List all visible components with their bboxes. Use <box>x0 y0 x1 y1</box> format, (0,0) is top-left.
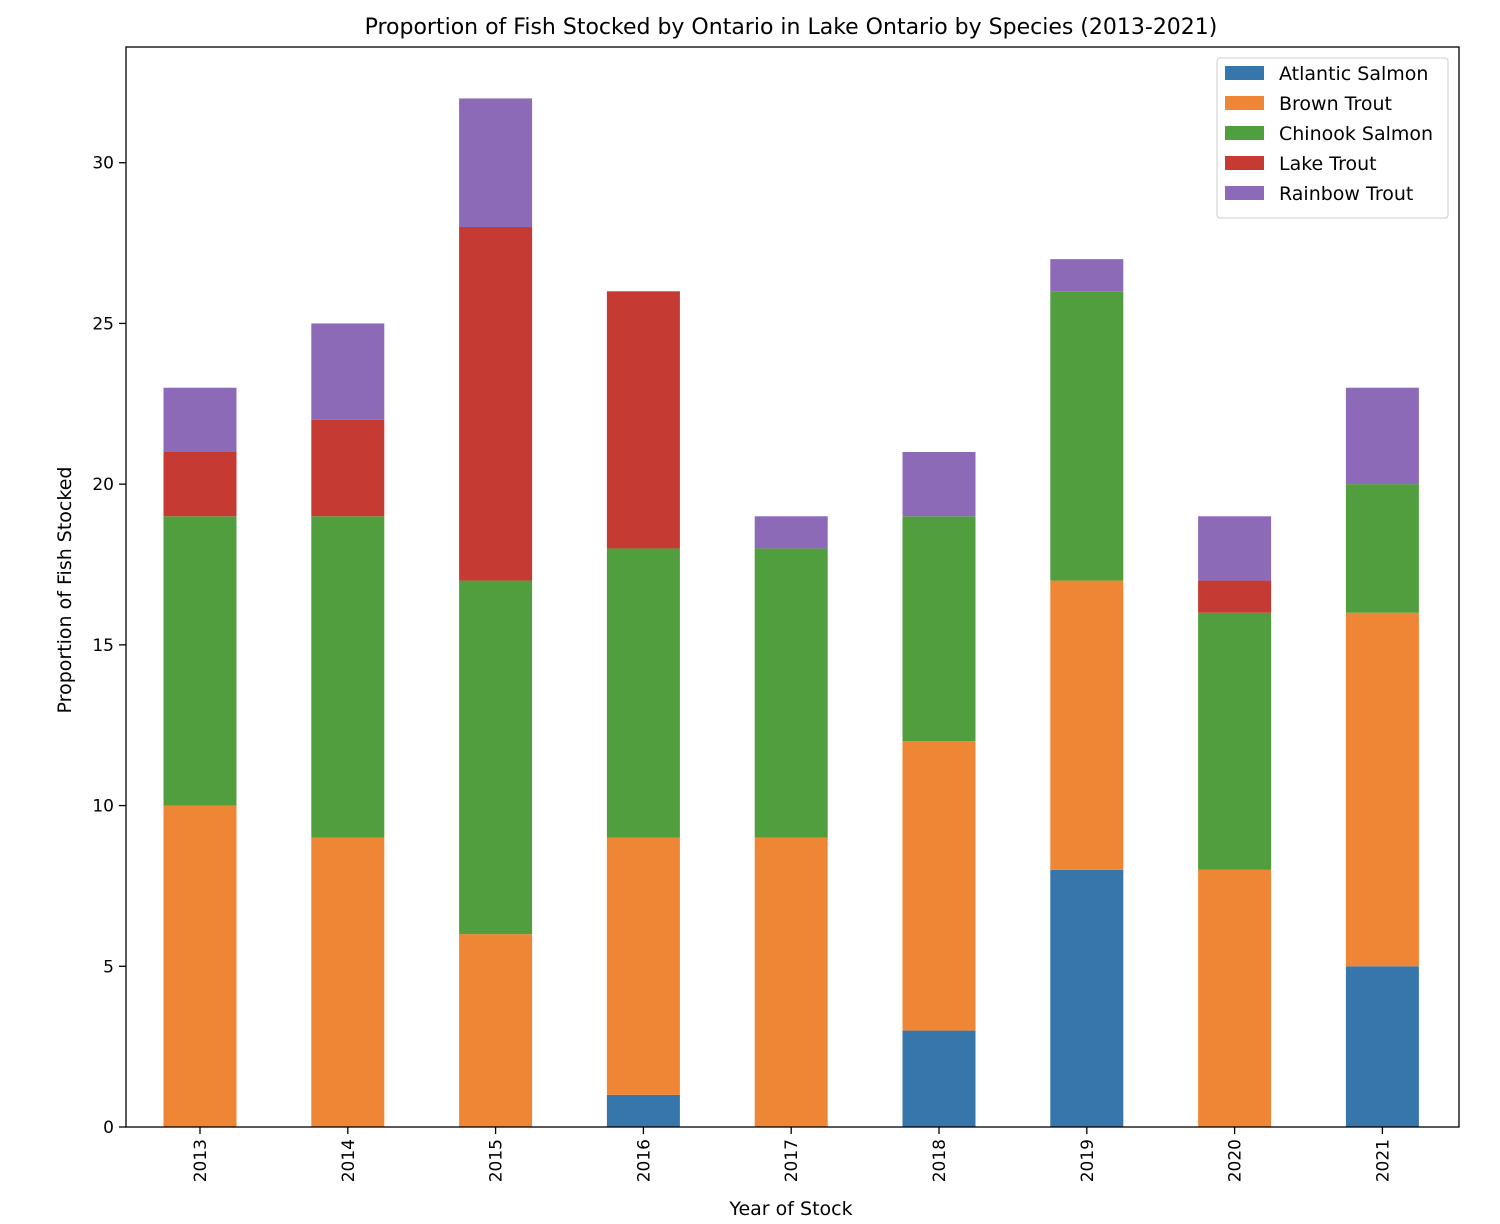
x-axis-label: Year of Stock <box>728 1198 852 1220</box>
x-tick-label: 2013 <box>191 1139 211 1182</box>
y-tick-label: 15 <box>92 636 114 656</box>
x-tick-label: 2019 <box>1078 1139 1098 1182</box>
bar-chinook-salmon-2016 <box>606 548 680 838</box>
legend-label: Lake Trout <box>1279 153 1377 175</box>
y-tick-label: 25 <box>92 314 114 334</box>
bar-lake-trout-2020 <box>1198 580 1272 613</box>
bar-chinook-salmon-2017 <box>754 548 828 838</box>
bar-chinook-salmon-2019 <box>1050 291 1124 581</box>
x-tick-label: 2017 <box>782 1139 802 1182</box>
bar-rainbow-trout-2020 <box>1198 516 1272 581</box>
bar-brown-trout-2018 <box>902 741 976 1031</box>
bar-atlantic-salmon-2021 <box>1345 966 1419 1127</box>
y-tick-label: 10 <box>92 797 114 817</box>
bar-chinook-salmon-2021 <box>1345 484 1419 613</box>
bar-brown-trout-2014 <box>311 837 385 1127</box>
legend-swatch <box>1225 96 1264 110</box>
chart-title: Proportion of Fish Stocked by Ontario in… <box>365 15 1218 40</box>
x-axis: 2013 2014 2015 2016 2017 2018 2019 2020 2021 <box>191 1127 1393 1182</box>
bar-rainbow-trout-2013 <box>163 387 237 452</box>
bar-rainbow-trout-2017 <box>754 516 828 549</box>
legend-swatch <box>1225 156 1264 170</box>
x-tick-label: 2014 <box>339 1139 359 1182</box>
x-tick-label: 2015 <box>487 1139 507 1182</box>
plot-frame <box>125 46 1460 1128</box>
bar-lake-trout-2015 <box>459 227 533 581</box>
bar-rainbow-trout-2019 <box>1050 259 1124 292</box>
bar-rainbow-trout-2018 <box>902 452 976 517</box>
bar-chinook-salmon-2018 <box>902 516 976 742</box>
legend-box <box>1216 57 1449 219</box>
legend-label: Rainbow Trout <box>1279 183 1413 205</box>
bar-chinook-salmon-2013 <box>163 516 237 806</box>
legend-label: Atlantic Salmon <box>1279 63 1428 85</box>
x-tick-label: 2016 <box>634 1139 654 1182</box>
legend: Atlantic Salmon Brown Trout Chinook Salmon… <box>1216 57 1449 219</box>
bar-brown-trout-2021 <box>1345 612 1419 967</box>
bar-brown-trout-2017 <box>754 837 828 1127</box>
bar-atlantic-salmon-2016 <box>606 1094 680 1127</box>
x-tick-label: 2020 <box>1226 1139 1246 1182</box>
y-axis: 0 5 10 15 20 25 30 <box>92 154 126 1138</box>
y-tick-label: 0 <box>103 1118 114 1138</box>
y-tick-label: 20 <box>92 475 114 495</box>
x-tick-label: 2018 <box>930 1139 950 1182</box>
bar-brown-trout-2015 <box>459 934 533 1127</box>
bar-chinook-salmon-2015 <box>459 580 533 935</box>
bar-lake-trout-2013 <box>163 452 237 517</box>
legend-swatch <box>1225 126 1264 140</box>
bar-lake-trout-2016 <box>606 291 680 549</box>
legend-label: Brown Trout <box>1279 93 1392 115</box>
legend-swatch <box>1225 66 1264 80</box>
y-tick-label: 5 <box>103 957 114 977</box>
bar-chinook-salmon-2014 <box>311 516 385 838</box>
bar-brown-trout-2020 <box>1198 869 1272 1127</box>
bar-rainbow-trout-2015 <box>459 98 533 227</box>
bar-lake-trout-2014 <box>311 419 385 517</box>
bars-group <box>163 98 1419 1127</box>
bar-brown-trout-2019 <box>1050 580 1124 870</box>
bar-atlantic-salmon-2019 <box>1050 869 1124 1127</box>
bar-rainbow-trout-2021 <box>1345 387 1419 485</box>
x-tick-label: 2021 <box>1373 1139 1393 1182</box>
bar-brown-trout-2016 <box>606 837 680 1095</box>
y-axis-label: Proportion of Fish Stocked <box>54 467 76 714</box>
bar-rainbow-trout-2014 <box>311 323 385 420</box>
bar-brown-trout-2013 <box>163 805 237 1127</box>
y-tick-label: 30 <box>92 154 114 174</box>
bar-atlantic-salmon-2018 <box>902 1030 976 1127</box>
legend-swatch <box>1225 186 1264 200</box>
legend-label: Chinook Salmon <box>1279 123 1433 145</box>
bar-chinook-salmon-2020 <box>1198 612 1272 870</box>
